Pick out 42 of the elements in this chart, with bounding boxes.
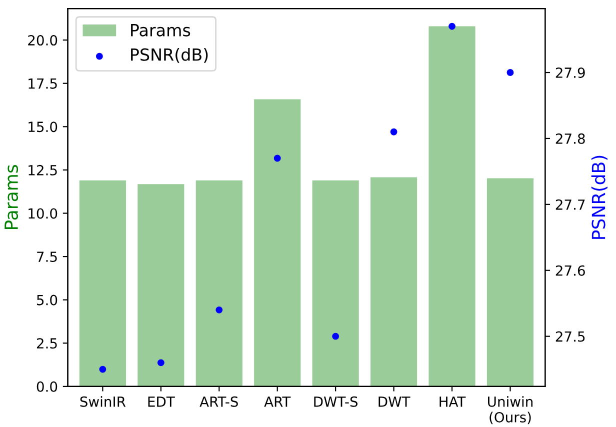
y2-tick-label: 27.7: [556, 199, 585, 210]
point: [506, 69, 514, 76]
y-tick-label: 10.0: [28, 208, 58, 219]
point: [157, 359, 164, 366]
x-tick-label: SwinIR: [80, 396, 126, 407]
point: [332, 332, 340, 340]
y-tick-label: 15.0: [28, 122, 58, 132]
bar: [138, 184, 184, 386]
point: [448, 22, 456, 30]
point: [274, 154, 281, 162]
bar: [428, 26, 476, 386]
x-tick-label: ART-S: [200, 396, 238, 407]
x-tick-label: DWT: [378, 396, 410, 407]
point: [99, 366, 106, 373]
y2-tick-label: 27.8: [556, 133, 585, 144]
y-tick-label: 0.0: [36, 381, 58, 392]
bar: [196, 180, 242, 386]
y-tick-label: 17.5: [28, 78, 57, 89]
legend-label: PSNR(dB): [131, 48, 208, 63]
y-tick-label: 20.0: [28, 35, 58, 46]
point: [216, 306, 223, 314]
bar: [312, 180, 359, 386]
y2-tick-label: 27.9: [556, 67, 585, 78]
y-axis-title: Params: [4, 165, 18, 230]
x-tick-label: EDT: [148, 396, 175, 407]
bar: [486, 178, 534, 386]
y2-tick-label: 27.6: [556, 265, 585, 276]
x-tick-label: Uniwin (Ours): [488, 396, 532, 424]
x-tick-label: DWT-S: [314, 396, 358, 407]
x-tick-label: HAT: [440, 396, 466, 407]
bar: [254, 99, 301, 386]
y2-tick-label: 27.5: [556, 331, 585, 342]
y2-axis-title: PSNR(dB): [591, 156, 608, 239]
legend-label: Params: [131, 24, 190, 36]
y-tick-label: 12.5: [28, 164, 57, 176]
bar: [370, 177, 418, 386]
bar: [79, 180, 126, 386]
point: [390, 128, 398, 136]
x-tick-label: ART: [264, 396, 291, 407]
y-tick-label: 5.0: [37, 294, 58, 306]
y-tick-label: 2.5: [36, 338, 57, 349]
y-tick-label: 7.5: [37, 252, 57, 262]
